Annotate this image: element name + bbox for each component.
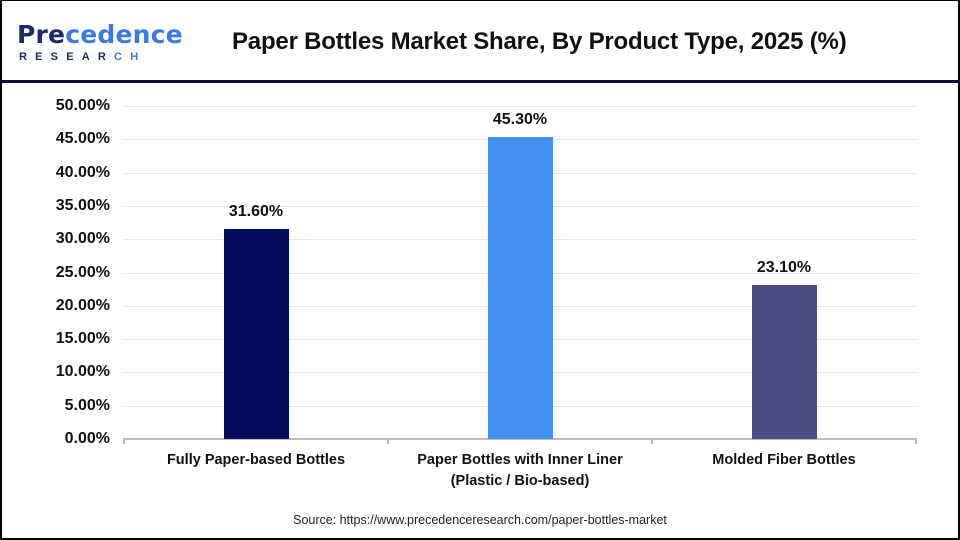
source-note: Source: https://www.precedenceresearch.c… <box>293 513 667 527</box>
bar-1 <box>224 229 289 439</box>
bar-2 <box>488 137 553 439</box>
y-tick-label: 25.00% <box>55 264 110 281</box>
precedence-research-logo: Precedence RESEARCH <box>17 21 183 65</box>
y-tick-label: 30.00% <box>55 230 110 247</box>
header: Precedence RESEARCH Paper Bottles Market… <box>0 0 960 80</box>
x-category-label: Fully Paper-based Bottles <box>124 450 388 471</box>
bar-3 <box>752 285 817 439</box>
logo-sub-accent: CH <box>114 51 147 63</box>
logo-subtitle: RESEARCH <box>19 51 146 63</box>
header-divider <box>0 80 960 83</box>
x-label-line2: (Plastic / Bio-based) <box>450 473 590 489</box>
y-tick-label: 40.00% <box>55 164 110 181</box>
logo-prefix: Pre <box>17 20 66 49</box>
y-tick-label: 50.00% <box>55 97 110 114</box>
x-axis-tick <box>915 438 917 444</box>
y-tick-label: 5.00% <box>64 397 110 414</box>
x-category-label: Paper Bottles with Inner Liner (Plastic /… <box>388 450 652 492</box>
x-axis-line <box>124 438 916 440</box>
bar-value-label: 31.60% <box>228 203 284 220</box>
y-tick-label: 45.00% <box>55 130 110 147</box>
y-tick-label: 20.00% <box>55 297 110 314</box>
bar-value-label: 23.10% <box>756 259 812 276</box>
y-tick-label: 15.00% <box>55 330 110 347</box>
x-label-line1: Paper Bottles with Inner Liner <box>417 452 623 468</box>
y-tick-label: 35.00% <box>55 197 110 214</box>
y-tick-label: 0.00% <box>64 430 110 447</box>
x-label-line1: Fully Paper-based Bottles <box>166 452 346 468</box>
x-axis-tick <box>651 438 653 444</box>
x-axis-tick <box>123 438 125 444</box>
x-axis-tick <box>387 438 389 444</box>
bar-value-label: 45.30% <box>492 111 548 128</box>
gridline <box>124 106 916 107</box>
y-tick-label: 10.00% <box>55 363 110 380</box>
chart-title: Paper Bottles Market Share, By Product T… <box>232 28 847 55</box>
x-category-label: Molded Fiber Bottles <box>652 450 916 471</box>
logo-wordmark: Precedence <box>17 21 183 49</box>
logo-rest: cedence <box>65 20 183 49</box>
x-label-line1: Molded Fiber Bottles <box>712 452 856 468</box>
logo-sub-main: RESEAR <box>19 51 115 63</box>
